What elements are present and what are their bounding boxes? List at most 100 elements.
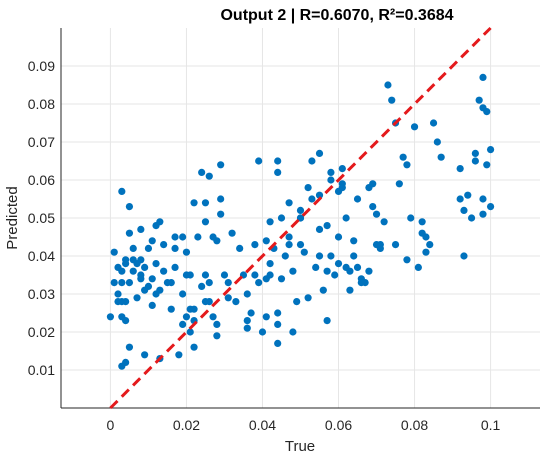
data-point (327, 176, 335, 184)
data-point (152, 260, 160, 268)
data-point (308, 195, 316, 203)
data-point (255, 157, 263, 165)
reference-line (109, 26, 492, 410)
data-point (179, 320, 187, 328)
data-point (201, 271, 210, 279)
x-tick-label: 0.1 (481, 417, 501, 433)
data-point (209, 313, 217, 321)
data-point (315, 149, 324, 157)
x-tick-label: 0.02 (173, 417, 200, 433)
data-point (365, 267, 373, 275)
data-point (262, 313, 270, 321)
x-tick-label: 0 (107, 417, 115, 433)
data-point (327, 168, 335, 176)
y-tick-labels: 0.01 0.02 0.03 0.04 0.05 0.06 0.07 0.08 0.09 (28, 58, 55, 378)
data-point (266, 218, 274, 226)
x-tick-label: 0.08 (401, 417, 428, 433)
data-point (403, 161, 411, 169)
data-point (141, 351, 149, 359)
data-point (224, 279, 232, 287)
data-point (479, 210, 487, 218)
data-point (122, 358, 130, 366)
data-point (475, 96, 483, 104)
x-axis-label: True (285, 438, 315, 455)
data-point (266, 260, 274, 268)
data-point (129, 244, 137, 252)
data-point (483, 108, 491, 116)
data-point (205, 172, 213, 180)
data-point (213, 320, 221, 328)
data-point (274, 320, 282, 328)
data-point (315, 252, 324, 260)
data-point (422, 248, 430, 256)
data-point (315, 225, 324, 233)
data-point (167, 279, 175, 287)
data-point (247, 309, 255, 317)
x-tick-labels: 0 0.02 0.04 0.06 0.08 0.1 (107, 417, 501, 433)
axes (60, 28, 540, 409)
data-point (190, 343, 198, 351)
data-point (407, 214, 415, 222)
y-tick-label: 0.04 (28, 248, 55, 264)
data-point (277, 275, 286, 283)
data-point (289, 328, 297, 336)
data-point (205, 298, 213, 306)
data-point (281, 252, 289, 260)
data-point (315, 191, 324, 199)
data-point (148, 301, 156, 309)
data-point (471, 157, 479, 165)
data-point (110, 248, 118, 256)
data-point (422, 233, 430, 241)
chart-title: Output 2 | R=0.6070, R²=0.3684 (220, 7, 453, 24)
y-tick-label: 0.08 (28, 96, 55, 112)
data-point (217, 195, 225, 203)
data-point (160, 267, 168, 275)
data-point (171, 233, 179, 241)
data-point (232, 298, 240, 306)
data-points (106, 73, 495, 370)
data-point (456, 195, 464, 203)
data-point (456, 165, 464, 173)
data-point (255, 279, 263, 287)
data-point (110, 279, 118, 287)
data-point (338, 165, 346, 173)
data-point (118, 267, 126, 275)
x-tick-label: 0.04 (249, 417, 276, 433)
data-point (304, 294, 312, 302)
data-point (350, 237, 358, 245)
y-tick-label: 0.06 (28, 172, 55, 188)
data-point (125, 203, 134, 211)
data-point (228, 229, 236, 237)
data-point (312, 263, 320, 271)
data-point (331, 271, 339, 279)
data-point (148, 237, 156, 245)
data-point (133, 294, 141, 302)
data-point (122, 317, 130, 325)
data-point (418, 218, 426, 226)
data-point (410, 123, 419, 131)
data-point (403, 256, 411, 264)
data-point (376, 241, 384, 249)
data-point (236, 244, 244, 252)
data-point (296, 241, 305, 249)
data-point (323, 317, 331, 325)
data-point (323, 222, 331, 230)
data-point (118, 187, 126, 195)
y-tick-label: 0.03 (28, 286, 55, 302)
data-point (205, 279, 213, 287)
data-point (437, 153, 445, 161)
data-point (217, 161, 225, 169)
data-point (342, 214, 350, 222)
data-point (486, 203, 495, 211)
data-point (190, 305, 198, 313)
data-point (350, 252, 358, 260)
data-point (274, 339, 282, 347)
data-point (144, 282, 153, 290)
data-point (353, 263, 362, 271)
data-point (346, 286, 354, 294)
data-point (198, 282, 206, 290)
data-point (243, 324, 251, 332)
data-point (319, 286, 327, 294)
data-point (122, 298, 130, 306)
